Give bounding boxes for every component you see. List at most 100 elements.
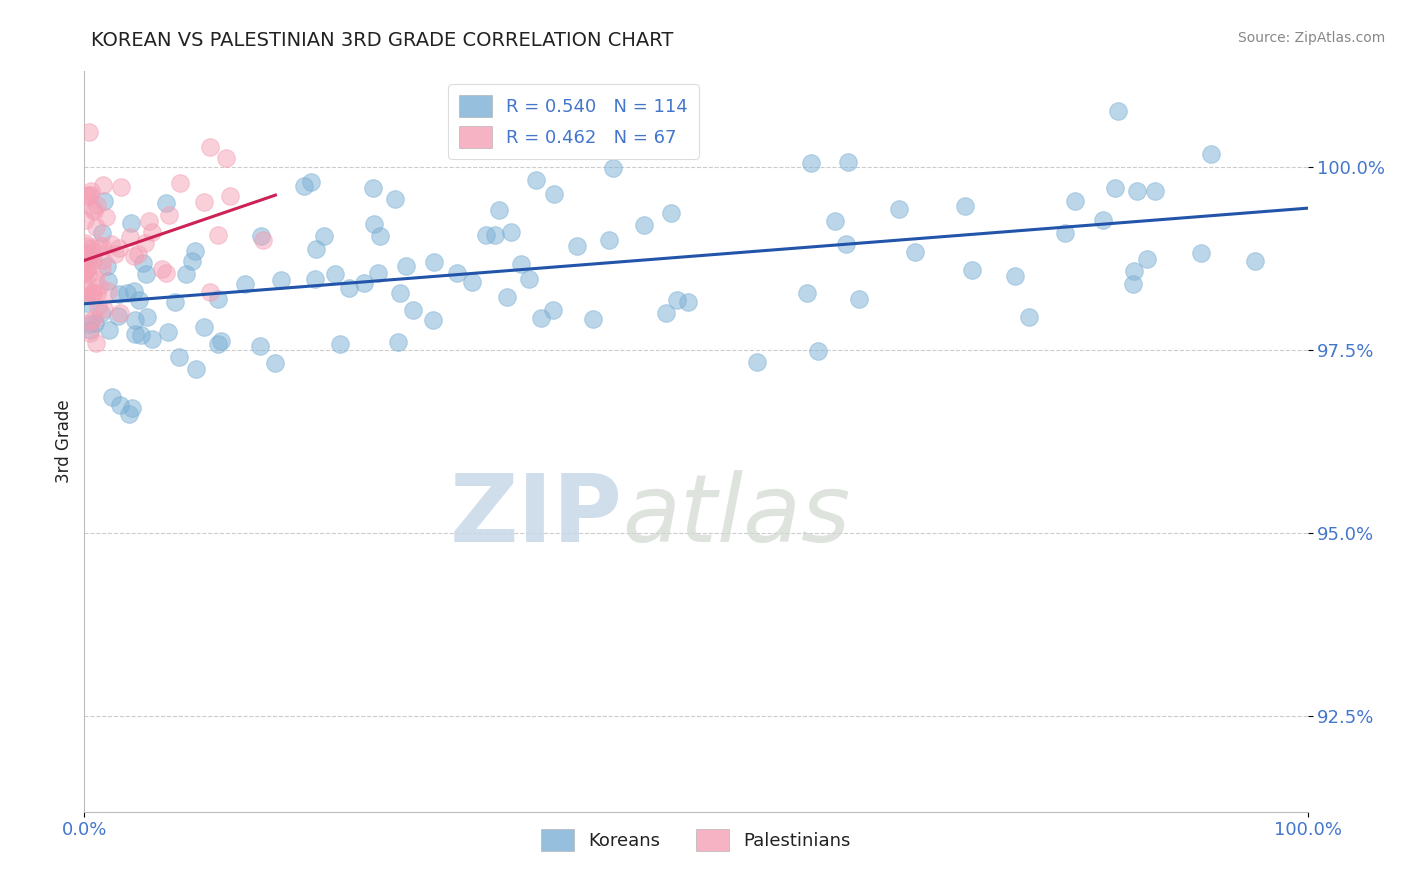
- Point: [155, 196, 177, 211]
- Point: [91, 178, 114, 193]
- Point: [796, 285, 818, 300]
- Point: [82, 253, 104, 268]
- Point: [904, 244, 927, 259]
- Point: [83, 245, 105, 260]
- Point: [1107, 103, 1129, 118]
- Point: [1018, 310, 1040, 324]
- Point: [174, 267, 197, 281]
- Point: [141, 332, 163, 346]
- Point: [122, 249, 145, 263]
- Point: [745, 355, 768, 369]
- Point: [304, 242, 326, 256]
- Point: [270, 273, 292, 287]
- Point: [135, 310, 157, 325]
- Point: [128, 293, 150, 307]
- Point: [484, 228, 506, 243]
- Point: [510, 257, 533, 271]
- Point: [848, 292, 870, 306]
- Point: [97, 274, 120, 288]
- Point: [132, 256, 155, 270]
- Point: [209, 334, 232, 349]
- Point: [524, 173, 547, 187]
- Point: [207, 293, 229, 307]
- Point: [101, 390, 124, 404]
- Point: [314, 229, 336, 244]
- Point: [367, 266, 389, 280]
- Point: [75, 213, 97, 227]
- Point: [264, 356, 287, 370]
- Point: [233, 277, 256, 292]
- Point: [1199, 147, 1222, 161]
- Point: [120, 230, 142, 244]
- Point: [1136, 252, 1159, 267]
- Point: [215, 151, 238, 165]
- Point: [77, 268, 100, 283]
- Point: [97, 284, 120, 298]
- Point: [82, 285, 104, 300]
- Point: [180, 254, 202, 268]
- Point: [79, 326, 101, 340]
- Point: [141, 225, 163, 239]
- Point: [1091, 212, 1114, 227]
- Point: [75, 261, 97, 276]
- Point: [87, 238, 110, 252]
- Point: [207, 337, 229, 351]
- Point: [134, 236, 156, 251]
- Point: [79, 323, 101, 337]
- Point: [676, 295, 699, 310]
- Point: [496, 290, 519, 304]
- Point: [79, 252, 101, 266]
- Point: [543, 186, 565, 201]
- Point: [249, 339, 271, 353]
- Point: [96, 259, 118, 273]
- Point: [198, 140, 221, 154]
- Point: [76, 260, 98, 274]
- Point: [1122, 277, 1144, 291]
- Point: [129, 328, 152, 343]
- Text: KOREAN VS PALESTINIAN 3RD GRADE CORRELATION CHART: KOREAN VS PALESTINIAN 3RD GRADE CORRELAT…: [91, 31, 673, 50]
- Point: [960, 262, 983, 277]
- Point: [249, 229, 271, 244]
- Point: [115, 286, 138, 301]
- Point: [98, 323, 121, 337]
- Point: [163, 294, 186, 309]
- Point: [402, 302, 425, 317]
- Point: [79, 188, 101, 202]
- Point: [887, 202, 910, 217]
- Point: [661, 205, 683, 219]
- Point: [152, 261, 174, 276]
- Point: [517, 271, 540, 285]
- Point: [86, 285, 108, 300]
- Point: [107, 309, 129, 323]
- Point: [83, 316, 105, 330]
- Text: Source: ZipAtlas.com: Source: ZipAtlas.com: [1237, 31, 1385, 45]
- Point: [1125, 184, 1147, 198]
- Point: [193, 195, 215, 210]
- Point: [76, 239, 98, 253]
- Point: [77, 188, 100, 202]
- Point: [75, 265, 97, 279]
- Point: [87, 300, 110, 314]
- Point: [108, 398, 131, 412]
- Point: [184, 244, 207, 259]
- Point: [90, 306, 112, 320]
- Point: [135, 267, 157, 281]
- Point: [91, 238, 114, 252]
- Point: [83, 203, 105, 218]
- Point: [121, 401, 143, 416]
- Point: [806, 344, 828, 359]
- Point: [422, 312, 444, 326]
- Point: [368, 228, 391, 243]
- Y-axis label: 3rd Grade: 3rd Grade: [55, 400, 73, 483]
- Point: [91, 252, 114, 267]
- Point: [120, 216, 142, 230]
- Point: [100, 237, 122, 252]
- Point: [103, 247, 125, 261]
- Point: [77, 248, 100, 262]
- Point: [167, 350, 190, 364]
- Point: [499, 225, 522, 239]
- Point: [654, 306, 676, 320]
- Point: [122, 284, 145, 298]
- Point: [110, 306, 132, 320]
- Point: [169, 176, 191, 190]
